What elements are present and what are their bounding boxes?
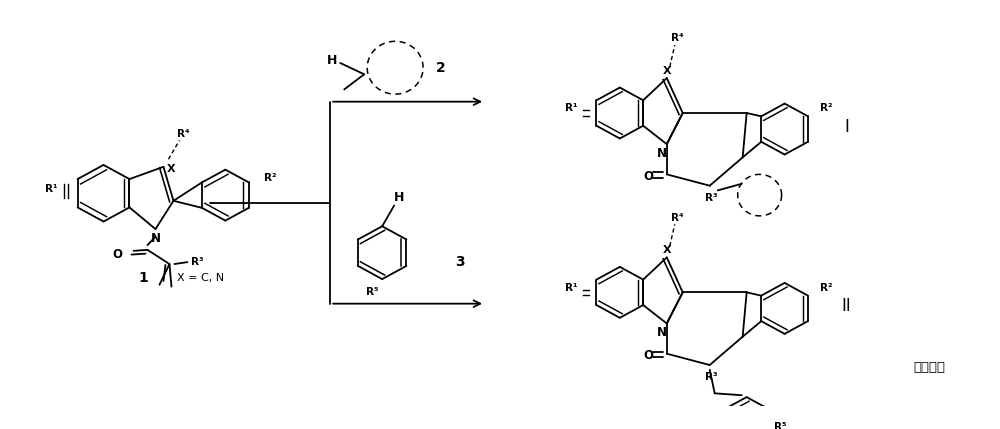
Text: X = C, N: X = C, N [177,273,224,283]
Text: R⁴: R⁴ [671,213,683,223]
Text: N: N [657,326,667,339]
Text: II: II [842,297,851,315]
Text: R⁴: R⁴ [671,33,683,43]
Text: R¹: R¹ [45,184,58,193]
Text: R³: R³ [705,372,718,382]
Text: R²: R² [820,103,833,113]
Text: H: H [394,190,404,203]
Text: （式一）: （式一） [913,361,945,375]
Text: N: N [150,232,160,245]
Text: X: X [167,164,176,174]
Text: X: X [662,66,671,76]
Text: 1: 1 [139,271,148,285]
Text: R⁵: R⁵ [366,287,378,297]
Text: O: O [644,170,654,183]
Text: R⁵: R⁵ [774,422,787,429]
Text: N: N [657,147,667,160]
Text: R³: R³ [191,257,204,267]
Text: H: H [327,54,337,66]
Text: R¹: R¹ [565,103,577,113]
Text: R⁴: R⁴ [177,129,190,139]
Text: R³: R³ [705,193,718,203]
Text: 3: 3 [455,255,465,269]
Text: 2: 2 [436,61,446,75]
Text: O: O [644,349,654,362]
Text: R¹: R¹ [565,283,577,293]
Text: R²: R² [820,283,833,293]
Text: X: X [662,245,671,255]
Text: R²: R² [264,173,277,183]
Text: I: I [844,118,849,136]
Text: O: O [113,248,123,261]
